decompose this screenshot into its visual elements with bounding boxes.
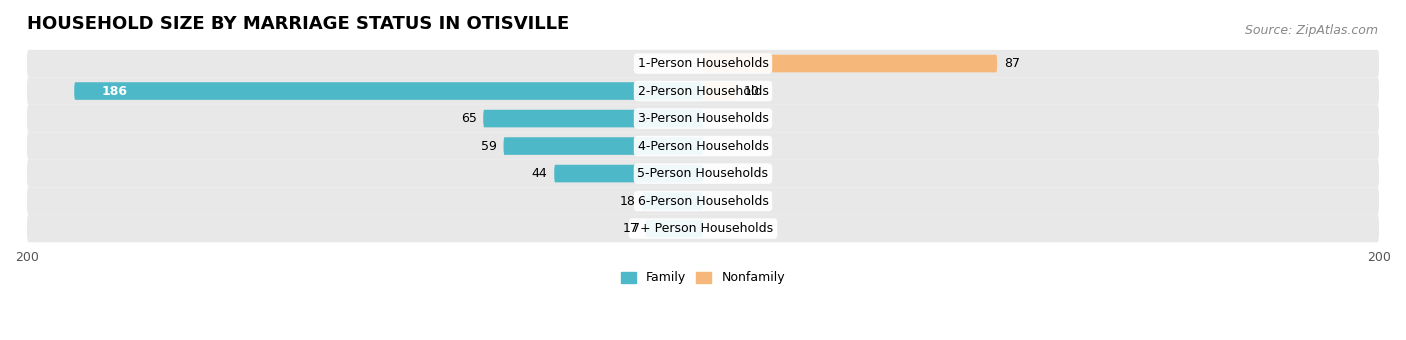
Text: 2-Person Households: 2-Person Households <box>637 85 769 98</box>
Text: 186: 186 <box>101 85 128 98</box>
FancyBboxPatch shape <box>703 55 997 72</box>
FancyBboxPatch shape <box>503 137 703 155</box>
FancyBboxPatch shape <box>645 220 703 237</box>
FancyBboxPatch shape <box>27 132 1379 160</box>
Text: Source: ZipAtlas.com: Source: ZipAtlas.com <box>1244 24 1378 37</box>
Text: 87: 87 <box>1004 57 1019 70</box>
FancyBboxPatch shape <box>27 215 1379 242</box>
FancyBboxPatch shape <box>27 50 1379 77</box>
FancyBboxPatch shape <box>703 82 737 100</box>
Text: 7+ Person Households: 7+ Person Households <box>633 222 773 235</box>
Text: 10: 10 <box>744 85 759 98</box>
FancyBboxPatch shape <box>484 110 703 128</box>
FancyBboxPatch shape <box>554 165 703 182</box>
Text: 3-Person Households: 3-Person Households <box>637 112 769 125</box>
Text: 17: 17 <box>623 222 638 235</box>
Text: 59: 59 <box>481 139 496 153</box>
FancyBboxPatch shape <box>643 192 703 210</box>
Text: 65: 65 <box>461 112 477 125</box>
FancyBboxPatch shape <box>27 187 1379 215</box>
Text: 44: 44 <box>531 167 547 180</box>
Text: 5-Person Households: 5-Person Households <box>637 167 769 180</box>
FancyBboxPatch shape <box>27 105 1379 132</box>
Text: 4-Person Households: 4-Person Households <box>637 139 769 153</box>
Text: HOUSEHOLD SIZE BY MARRIAGE STATUS IN OTISVILLE: HOUSEHOLD SIZE BY MARRIAGE STATUS IN OTI… <box>27 15 569 33</box>
Text: 1-Person Households: 1-Person Households <box>637 57 769 70</box>
FancyBboxPatch shape <box>75 82 703 100</box>
FancyBboxPatch shape <box>27 160 1379 187</box>
Text: 18: 18 <box>620 194 636 208</box>
Legend: Family, Nonfamily: Family, Nonfamily <box>621 271 785 284</box>
FancyBboxPatch shape <box>27 77 1379 105</box>
Text: 6-Person Households: 6-Person Households <box>637 194 769 208</box>
